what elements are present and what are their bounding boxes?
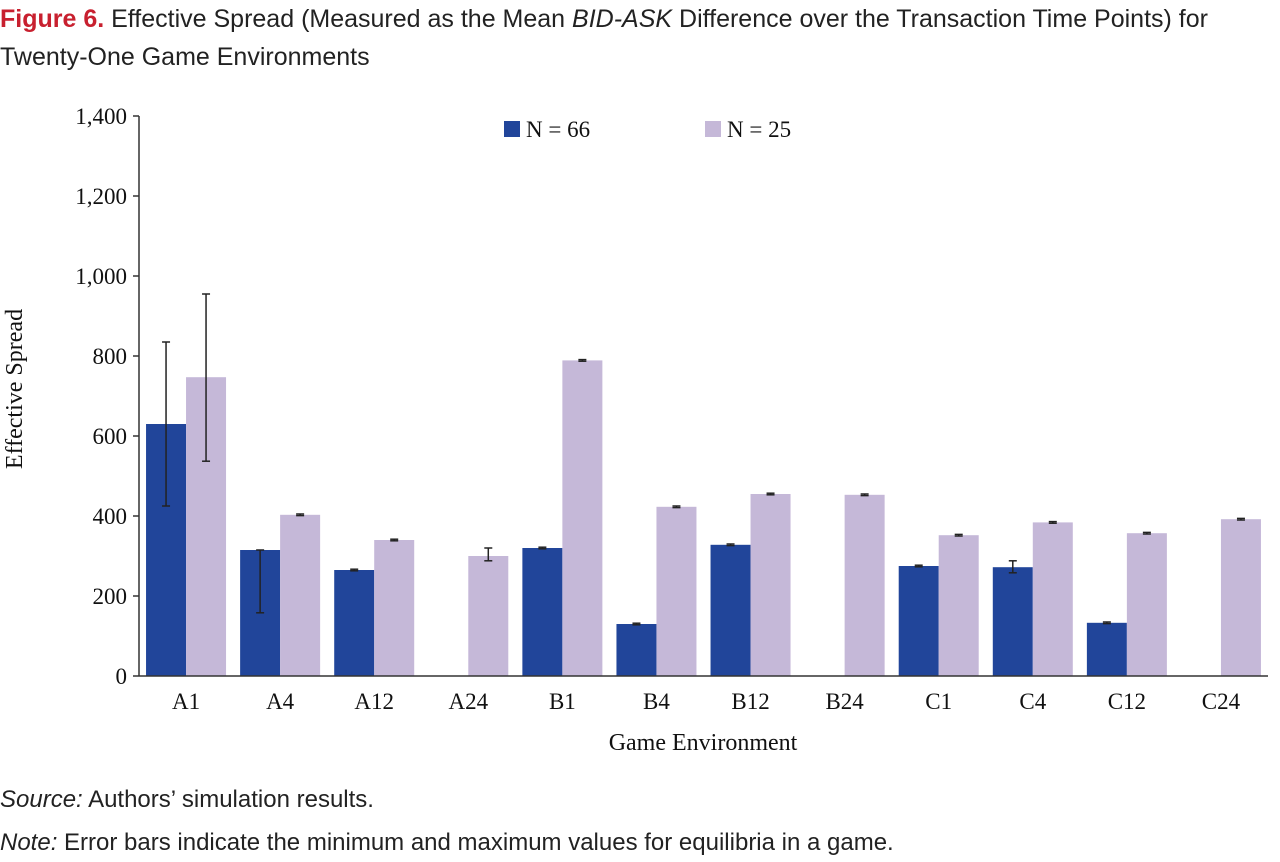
bar-n25-c1	[938, 535, 979, 676]
bar-n25-c24	[1220, 519, 1261, 676]
y-tick-label-1400: 1,400	[75, 104, 127, 129]
y-tick-label-600: 600	[93, 424, 128, 449]
bar-n66-c1	[898, 566, 939, 676]
bar-n25-a4	[280, 514, 321, 676]
bar-n66-b4	[616, 624, 657, 676]
bars-layer	[146, 360, 1261, 676]
error-bar-n66-c12	[1102, 621, 1111, 625]
x-tick-label-a4: A4	[266, 689, 295, 714]
bar-n25-a12	[374, 540, 415, 676]
x-tick-label-a12: A12	[354, 689, 394, 714]
caption-italic-term: BID-ASK	[572, 5, 673, 33]
y-tick-label-400: 400	[93, 504, 128, 529]
error-bar-n25-c1	[954, 533, 963, 537]
y-tick-label-200: 200	[93, 584, 128, 609]
error-bar-n66-c4	[1008, 560, 1017, 574]
error-bar-n66-a4	[256, 549, 265, 614]
x-tick-label-b24: B24	[825, 689, 864, 714]
y-tick-label-0: 0	[116, 664, 128, 689]
bar-n66-a12	[334, 570, 375, 676]
legend-label-n66: N = 66	[526, 117, 590, 142]
error-bar-n66-a1	[162, 341, 171, 507]
error-bars-layer	[162, 293, 1245, 626]
legend-swatch-n66	[504, 121, 520, 137]
y-axis-title: Effective Spread	[2, 309, 28, 469]
figure-caption: Figure 6. Effective Spread (Measured as …	[0, 0, 1280, 76]
bar-n66-b1	[522, 548, 563, 676]
caption-text-after: Difference over the Transaction Time Poi…	[0, 5, 1208, 71]
error-bar-n25-c24	[1236, 517, 1245, 521]
error-bar-n66-b4	[632, 622, 641, 626]
x-tick-label-c12: C12	[1108, 689, 1146, 714]
error-bar-n25-b24	[860, 493, 869, 497]
legend-swatch-n25	[705, 121, 721, 137]
error-bar-n25-b1	[578, 358, 587, 362]
y-ticks-layer: 0 200 400 600 800 1,000 1,200 1,400	[75, 104, 139, 689]
bar-n25-b1	[562, 360, 603, 676]
note-text: Error bars indicate the minimum and maxi…	[57, 829, 894, 856]
bar-n25-a24	[468, 556, 509, 676]
y-tick-label-800: 800	[93, 344, 128, 369]
bar-n25-c4	[1032, 522, 1073, 676]
axes-layer	[138, 116, 1268, 677]
x-tick-label-b1: B1	[549, 689, 576, 714]
error-bar-n66-a12	[350, 568, 359, 572]
bar-n25-c12	[1126, 533, 1167, 676]
source-text: Authors’ simulation results.	[82, 786, 374, 813]
x-tick-label-b4: B4	[643, 689, 670, 714]
error-bar-n25-a24	[484, 547, 493, 562]
x-tick-label-b12: B12	[731, 689, 769, 714]
bar-n66-b12	[710, 544, 751, 676]
caption-text-before: Effective Spread (Measured as the Mean	[104, 5, 573, 33]
legend: N = 66 N = 25	[504, 117, 791, 142]
error-bar-n25-a1	[202, 293, 211, 462]
source-note: Source: Authors’ simulation results.	[0, 786, 1280, 814]
bar-n25-b4	[656, 506, 697, 676]
x-tick-label-c4: C4	[1019, 689, 1046, 714]
bar-n66-c12	[1086, 622, 1127, 676]
bar-n66-c4	[992, 567, 1033, 676]
figure-label: Figure 6.	[0, 5, 105, 33]
note-label: Note:	[0, 829, 58, 856]
error-bar-n66-c1	[914, 564, 923, 568]
error-bar-n25-a12	[390, 538, 399, 542]
effective-spread-chart: 0 200 400 600 800 1,000 1,200 1,400 A1 A4 A12 A24 B…	[2, 104, 1268, 756]
x-tick-label-c1: C1	[925, 689, 952, 714]
legend-label-n25: N = 25	[727, 117, 791, 142]
bar-n25-b24	[844, 494, 885, 676]
x-axis-title: Game Environment	[609, 730, 798, 756]
error-bar-n25-b12	[766, 492, 775, 496]
x-tick-label-c24: C24	[1202, 689, 1241, 714]
error-bar-n66-b12	[726, 543, 735, 547]
x-tick-label-a1: A1	[172, 689, 200, 714]
note-text-line: Note: Error bars indicate the minimum an…	[0, 829, 1280, 857]
error-bar-n25-b4	[672, 505, 681, 509]
source-label: Source:	[0, 786, 83, 813]
error-bar-n25-c4	[1048, 520, 1057, 524]
error-bar-n25-a4	[296, 513, 305, 517]
error-bar-n25-c12	[1142, 531, 1151, 535]
y-tick-label-1000: 1,000	[75, 264, 127, 289]
bar-n25-b12	[750, 494, 791, 676]
x-tick-label-a24: A24	[448, 689, 488, 714]
y-tick-label-1200: 1,200	[75, 184, 127, 209]
error-bar-n66-b1	[538, 546, 547, 550]
x-categories-layer: A1 A4 A12 A24 B1 B4 B12 B24 C1 C4 C12 C24	[172, 689, 1241, 714]
